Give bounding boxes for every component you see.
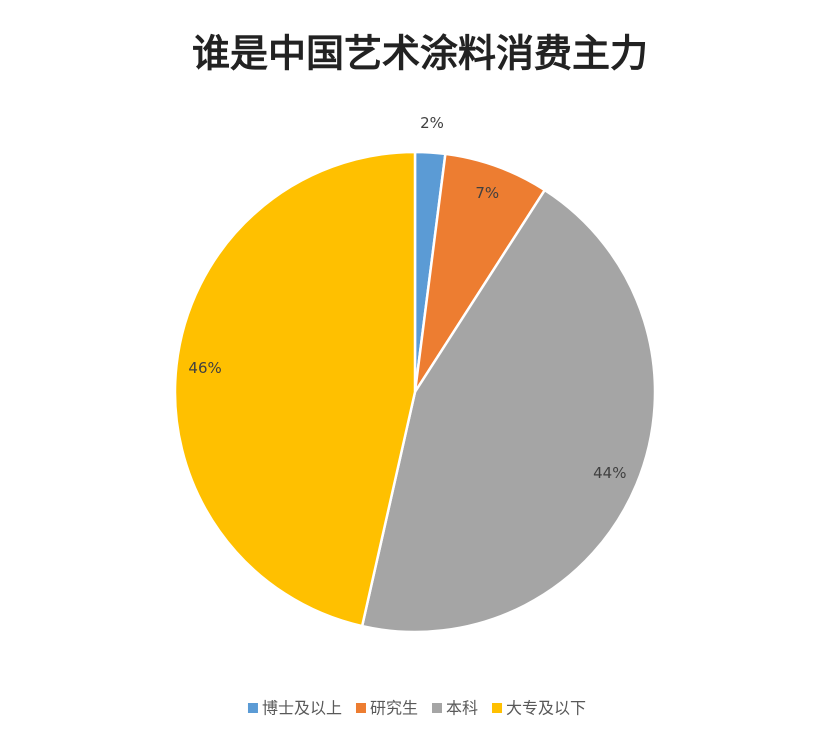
- chart-title: 谁是中国艺术涂料消费主力: [192, 32, 648, 76]
- data-label: 2%: [420, 114, 444, 132]
- data-label: 46%: [188, 359, 221, 377]
- data-label: 7%: [475, 184, 499, 202]
- legend-label: 博士及以上: [262, 699, 342, 718]
- legend-swatch: [247, 703, 258, 713]
- legend-label: 研究生: [370, 699, 418, 718]
- legend-label: 本科: [446, 699, 478, 718]
- legend-label: 大专及以下: [506, 699, 586, 718]
- pie-slice: [173, 150, 417, 628]
- pie-slice: [360, 188, 657, 634]
- pie-slice: [413, 152, 547, 393]
- data-label: 44%: [593, 464, 626, 482]
- legend-swatch: [355, 703, 366, 713]
- legend-swatch: [492, 703, 503, 713]
- legend-swatch: [432, 703, 442, 713]
